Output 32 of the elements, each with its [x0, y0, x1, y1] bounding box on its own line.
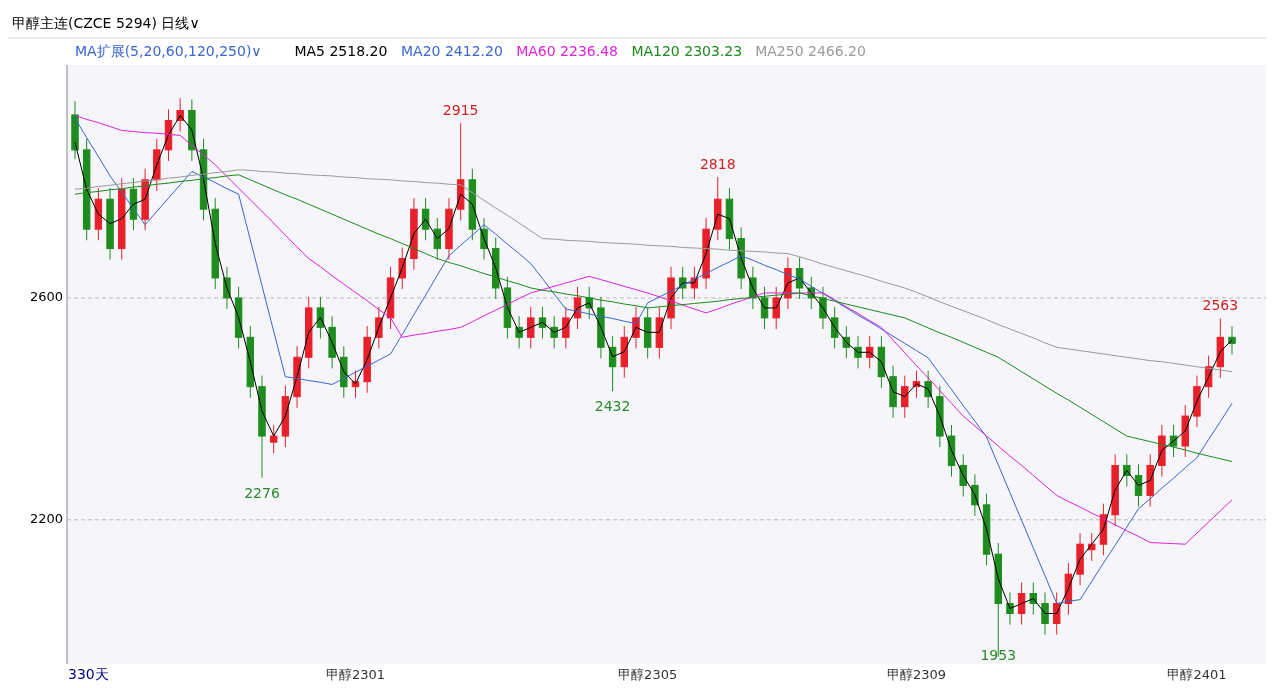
x-tick-label: 甲醇2301 [325, 666, 386, 682]
y-tick-label: 2600 [29, 289, 63, 305]
annotation: 2432 [594, 398, 631, 415]
x-tick-label: 甲醇2401 [1167, 666, 1227, 682]
y-tick-label: 2200 [29, 511, 63, 527]
annotation: 2915 [442, 102, 479, 119]
candlestick [562, 306, 570, 349]
candlestick [865, 335, 874, 369]
annotation: 2276 [244, 484, 280, 501]
candlestick [830, 306, 839, 349]
x-tick-label: 甲醇2309 [886, 666, 946, 682]
candlestick [269, 424, 278, 454]
annotation: 2563 [1202, 297, 1239, 314]
text: MA20 2412.20 [401, 43, 503, 59]
candlestick [901, 375, 909, 419]
text: 330天 [68, 666, 109, 682]
candlestick [1228, 325, 1236, 356]
candlestick [1017, 581, 1026, 626]
annotation: 1953 [980, 647, 1017, 663]
text: MA250 2466.20 [755, 43, 866, 59]
candlestick [819, 286, 827, 330]
candlestick [527, 306, 535, 349]
text: MA5 2518.20 [294, 43, 388, 59]
x-tick-label: 甲醇2305 [618, 666, 678, 682]
chart-subtitle: MA扩展(5,20,60,120,250)∨ [75, 43, 262, 59]
text: MA120 2303.23 [631, 43, 743, 59]
text: MA60 2236.48 [516, 43, 619, 59]
annotation: 2818 [699, 156, 736, 173]
chart-title: 甲醇主连(CZCE 5294) 日线∨ [12, 15, 200, 31]
candlestick [1041, 591, 1049, 636]
candlestick [854, 335, 862, 369]
candlestick [433, 217, 442, 261]
